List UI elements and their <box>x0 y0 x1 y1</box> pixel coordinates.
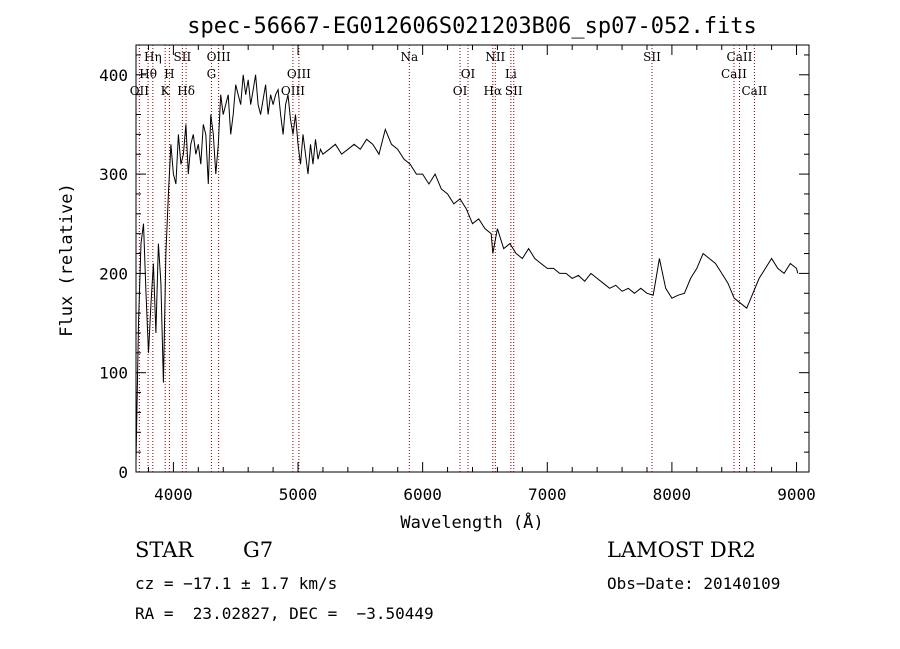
x-tick-label: 8000 <box>653 485 692 504</box>
obs-date: Obs−Date: 20140109 <box>607 574 781 593</box>
line-label: SII <box>505 84 523 98</box>
coordinates: RA = 23.02827, DEC = −3.50449 <box>135 604 434 623</box>
x-axis-ticks: 4000 5000 6000 7000 8000 9000 <box>147 45 816 504</box>
line-label: K <box>161 84 171 98</box>
y-tick-label: 300 <box>99 165 128 184</box>
line-label: OIII <box>207 50 231 64</box>
x-tick-label: 4000 <box>154 485 193 504</box>
x-tick-label: 7000 <box>528 485 567 504</box>
y-tick-label: 100 <box>99 364 128 383</box>
spectral-line-labels: Hη Hθ OII HK SII Hδ OIII G OIII OIII Na OI OI NIILiHα… <box>130 50 768 98</box>
line-label: OIII <box>287 67 311 81</box>
x-tick-label: 9000 <box>777 485 816 504</box>
line-label: Hη <box>144 50 162 64</box>
spectral-line-markers <box>138 45 755 472</box>
x-tick-label: 6000 <box>403 485 442 504</box>
object-class: STAR <box>135 538 194 562</box>
line-label: OIII <box>281 84 305 98</box>
line-label: CaII <box>741 84 767 98</box>
line-label: SII <box>643 50 661 64</box>
y-tick-label: 200 <box>99 264 128 283</box>
line-label: NII <box>485 50 505 64</box>
line-label: OI <box>461 67 476 81</box>
x-tick-label: 5000 <box>279 485 318 504</box>
x-axis-label: Wavelength (Å) <box>400 511 543 533</box>
y-axis-ticks: 0 100 200 300 400 <box>99 54 809 482</box>
survey-label: LAMOST DR2 <box>607 538 756 562</box>
line-label: SII <box>174 50 192 64</box>
line-label: Li <box>505 67 517 81</box>
line-label: Hδ <box>177 84 195 98</box>
line-label: OII <box>130 84 150 98</box>
plot-frame <box>135 44 810 473</box>
line-label: OI <box>453 84 468 98</box>
subclass: G7 <box>243 538 274 562</box>
line-label: CaII <box>727 50 753 64</box>
y-tick-label: 400 <box>99 66 128 85</box>
line-label: Hα <box>484 84 503 98</box>
y-axis-label: Flux (relative) <box>57 183 77 337</box>
spectrum-line <box>135 74 799 463</box>
redshift-readout: cz = −17.1 ± 1.7 km/s <box>135 574 338 593</box>
line-label: H <box>164 67 174 81</box>
line-label: Na <box>400 50 418 64</box>
chart-title: spec-56667-EG012606S021203B06_sp07-052.f… <box>187 14 757 39</box>
line-label: Hθ <box>139 67 157 81</box>
y-tick-label: 0 <box>118 463 128 482</box>
line-label: CaII <box>721 67 747 81</box>
line-label: G <box>207 67 217 81</box>
